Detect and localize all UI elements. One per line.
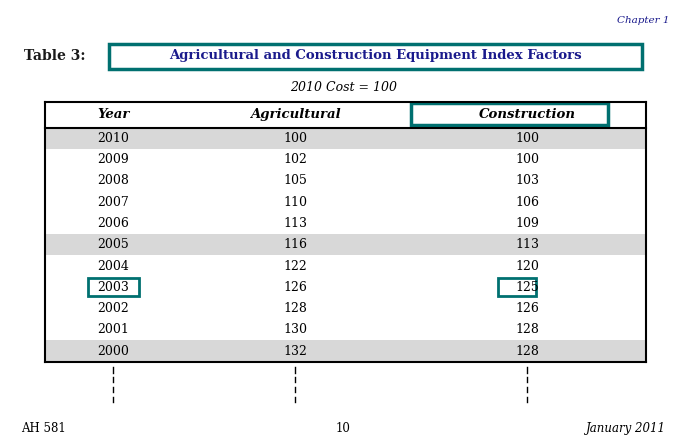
Text: 132: 132 [284, 345, 307, 358]
Bar [45, 276, 646, 298]
Bar [45, 234, 646, 255]
Bar [45, 192, 646, 213]
Text: 128: 128 [515, 323, 539, 336]
Text: 2000: 2000 [98, 345, 129, 358]
Text: Year: Year [97, 108, 130, 121]
Text: Agricultural: Agricultural [250, 108, 341, 121]
Text: 106: 106 [515, 196, 539, 209]
Text: 105: 105 [284, 174, 307, 187]
Text: 113: 113 [284, 217, 307, 230]
FancyBboxPatch shape [109, 44, 642, 69]
FancyBboxPatch shape [498, 278, 536, 296]
Bar [45, 102, 646, 128]
Text: 2001: 2001 [98, 323, 129, 336]
Bar [45, 149, 646, 170]
Text: 126: 126 [284, 281, 307, 294]
Text: 102: 102 [284, 153, 307, 166]
Bar [45, 319, 646, 340]
Text: 126: 126 [515, 302, 539, 315]
Text: 110: 110 [284, 196, 307, 209]
Text: 130: 130 [284, 323, 307, 336]
Text: 2009: 2009 [98, 153, 129, 166]
Bar [45, 298, 646, 319]
Text: AH 581: AH 581 [21, 422, 65, 435]
Text: 109: 109 [515, 217, 539, 230]
Text: 100: 100 [284, 132, 307, 145]
Text: 2006: 2006 [98, 217, 129, 230]
Bar [45, 213, 646, 234]
Text: 128: 128 [515, 345, 539, 358]
Text: 2005: 2005 [98, 238, 129, 251]
Text: Chapter 1: Chapter 1 [618, 16, 670, 25]
Text: Construction: Construction [479, 108, 576, 121]
Text: Agricultural and Construction Equipment Index Factors: Agricultural and Construction Equipment … [169, 49, 582, 63]
Text: 2010: 2010 [98, 132, 129, 145]
Bar [45, 128, 646, 149]
Bar [45, 255, 646, 276]
Text: 122: 122 [284, 259, 307, 272]
Text: 116: 116 [284, 238, 307, 251]
Text: 2010 Cost = 100: 2010 Cost = 100 [290, 81, 397, 94]
Text: 2008: 2008 [98, 174, 129, 187]
Text: 128: 128 [284, 302, 307, 315]
Text: January 2011: January 2011 [587, 422, 666, 435]
Text: 103: 103 [515, 174, 539, 187]
Text: 2007: 2007 [98, 196, 129, 209]
Text: 120: 120 [515, 259, 539, 272]
FancyBboxPatch shape [411, 103, 608, 125]
Bar [45, 340, 646, 362]
Bar [45, 170, 646, 192]
Text: 100: 100 [515, 153, 539, 166]
Text: 2002: 2002 [98, 302, 129, 315]
Text: 10: 10 [336, 422, 351, 435]
Text: 113: 113 [515, 238, 539, 251]
Text: 2004: 2004 [98, 259, 129, 272]
FancyBboxPatch shape [88, 278, 139, 296]
Text: Table 3:: Table 3: [24, 49, 86, 63]
Text: 125: 125 [515, 281, 539, 294]
Text: 100: 100 [515, 132, 539, 145]
Text: 2003: 2003 [98, 281, 129, 294]
